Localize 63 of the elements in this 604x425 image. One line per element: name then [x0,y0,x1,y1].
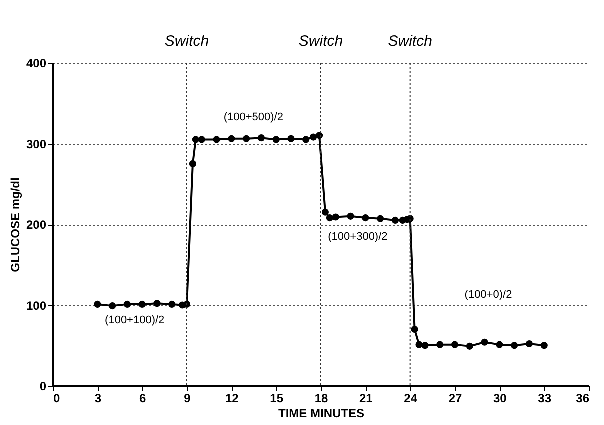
y-axis-title: GLUCOSE mg/dl [8,178,22,272]
y-tick-label: 200 [26,218,47,232]
ref-line-label: Switch [388,33,432,50]
x-axis-title: TIME MINUTES [278,406,364,420]
annotation: (100+300)/2 [328,230,388,243]
x-tick-label: 30 [493,392,508,406]
point [213,136,220,144]
x-tick-label: 9 [184,392,192,406]
point [288,135,295,142]
point [511,342,518,350]
point [481,338,488,346]
point [124,300,131,308]
point [138,300,146,308]
point [326,214,334,222]
x-tick-label: 0 [54,392,60,406]
annotation: (100+100)/2 [105,314,165,327]
point [436,341,444,348]
point [228,135,236,142]
point [109,302,116,310]
point [168,300,176,308]
point [322,208,330,216]
point [310,134,318,141]
point [496,341,504,348]
y-tick-label: 300 [26,137,47,152]
point [243,135,250,142]
x-tick-label: 36 [576,392,590,406]
annotation: (100+0)/2 [464,288,512,301]
point [451,341,459,348]
x-tick-label: 12 [225,392,240,406]
point [526,340,533,348]
y-tick-label: 400 [26,56,47,70]
point [362,214,370,222]
point [411,326,418,334]
point [466,342,474,350]
x-tick-label: 24 [404,392,418,406]
y-tick-label: 0 [40,380,47,394]
point [347,212,354,220]
x-tick-label: 27 [448,392,462,406]
ref-line-label: Switch [298,33,344,50]
y-tick-label: 100 [26,298,47,313]
annotation: (100+500)/2 [224,112,284,124]
point [392,216,399,224]
x-tick-label: 6 [139,392,146,406]
point [258,134,265,142]
point [377,215,384,222]
ref-line-label: Switch [164,33,210,50]
point [154,300,161,308]
point [94,300,102,308]
point [198,136,206,144]
point [302,136,310,144]
point [416,341,423,348]
point [316,132,324,140]
point [422,342,429,350]
x-tick-label: 15 [270,392,284,406]
point [189,160,196,168]
x-tick-label: 21 [359,392,374,406]
x-tick-label: 3 [94,392,102,406]
point [332,214,340,221]
point [540,342,548,350]
point [192,136,200,144]
point [272,136,280,144]
x-tick-label: 33 [538,392,552,406]
x-tick-label: 18 [314,392,328,406]
